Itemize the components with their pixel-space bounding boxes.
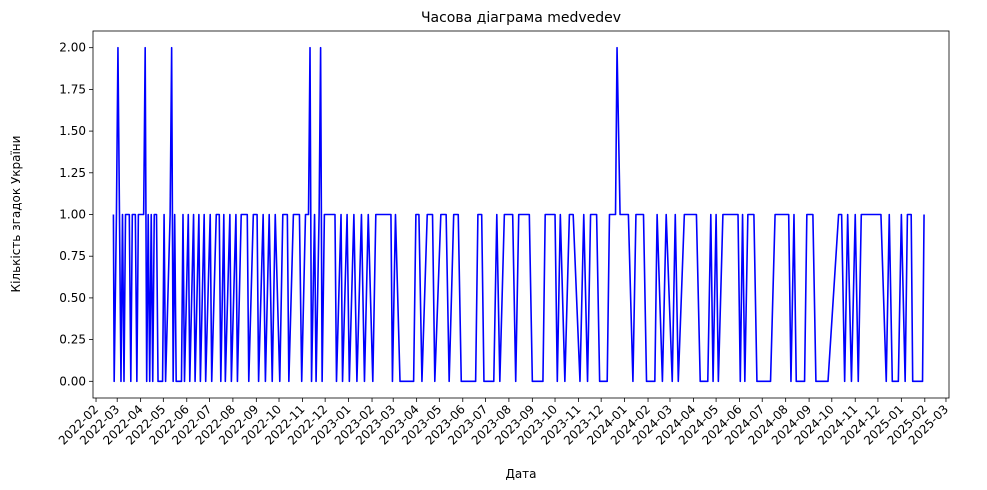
y-tick-label: 0.75 (59, 249, 86, 263)
y-tick-label: 1.75 (59, 82, 86, 96)
y-axis-label: Кількість згадок України (9, 136, 23, 293)
y-tick-label: 2.00 (59, 41, 86, 55)
data-line (112, 46, 925, 383)
y-tick-label: 1.50 (59, 124, 86, 138)
y-tick-label: 0.50 (59, 291, 86, 305)
chart-title: Часова діаграма medvedev (421, 10, 621, 26)
y-tick-label: 1.00 (59, 208, 86, 222)
y-tick-label: 0.00 (59, 374, 86, 388)
y-tick-label: 0.25 (59, 333, 86, 347)
y-tick-label: 1.25 (59, 166, 86, 180)
x-axis-label: Дата (505, 467, 536, 481)
